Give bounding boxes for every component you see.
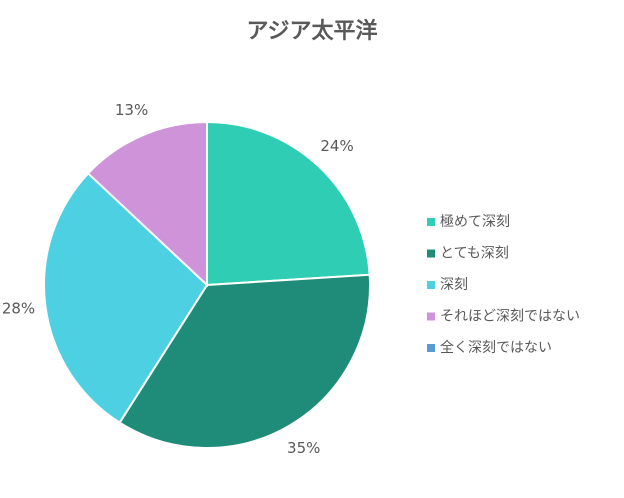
data-label: 28% bbox=[2, 299, 35, 317]
legend-swatch bbox=[427, 249, 435, 258]
pie-slice bbox=[43, 172, 209, 425]
legend-label: 深刻 bbox=[440, 277, 468, 293]
data-label: 35% bbox=[287, 439, 320, 457]
legend-swatch bbox=[427, 344, 435, 352]
pie-slice bbox=[86, 120, 208, 288]
data-label: 13% bbox=[115, 101, 148, 119]
pie-slice bbox=[206, 120, 371, 287]
pie-slice bbox=[118, 273, 371, 449]
legend-swatch bbox=[427, 281, 435, 289]
legend-label: 全く深刻ではない bbox=[440, 339, 552, 356]
legend-swatch bbox=[427, 218, 435, 226]
chart-title: アジア太平洋 bbox=[246, 18, 377, 44]
data-label: 24% bbox=[320, 137, 353, 155]
legend-label: 極めて深刻 bbox=[440, 214, 510, 230]
legend-label: それほど深刻ではない bbox=[440, 309, 580, 325]
legend-swatch bbox=[427, 312, 435, 321]
legend-label: とても深刻 bbox=[440, 246, 509, 262]
